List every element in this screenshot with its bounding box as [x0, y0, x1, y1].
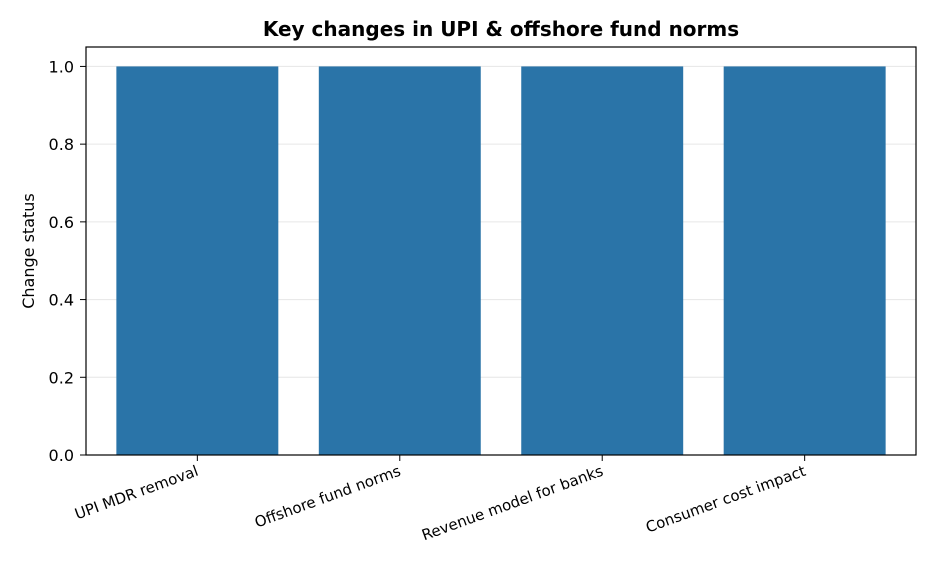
y-ticks: 0.0 0.2 0.4 0.6 0.8 1.0 [49, 57, 86, 465]
bars [116, 66, 886, 455]
y-axis-label: Change status [19, 193, 38, 309]
chart-title: Key changes in UPI & offshore fund norms [263, 17, 739, 41]
bar-revenue-model-for-banks [521, 66, 684, 455]
bar-consumer-cost-impact [723, 66, 886, 455]
x-ticks: UPI MDR removal Offshore fund norms Revenu… [72, 455, 808, 544]
y-tick-label: 0.6 [49, 213, 74, 232]
y-tick-label: 0.2 [49, 368, 74, 387]
y-tick-label: 0.0 [49, 446, 74, 465]
y-tick-label: 0.8 [49, 135, 74, 154]
axes [85, 46, 917, 456]
x-tick-label: Offshore fund norms [252, 462, 403, 532]
bar-offshore-fund-norms [318, 66, 481, 455]
x-tick-label: Revenue model for banks [419, 462, 605, 545]
x-tick-label: UPI MDR removal [72, 462, 200, 523]
y-tick-label: 1.0 [49, 57, 74, 76]
bar-upi-mdr-removal [116, 66, 279, 455]
plot-frame [85, 46, 917, 456]
x-tick-label: Consumer cost impact [643, 462, 808, 537]
y-tick-label: 0.4 [49, 291, 74, 310]
